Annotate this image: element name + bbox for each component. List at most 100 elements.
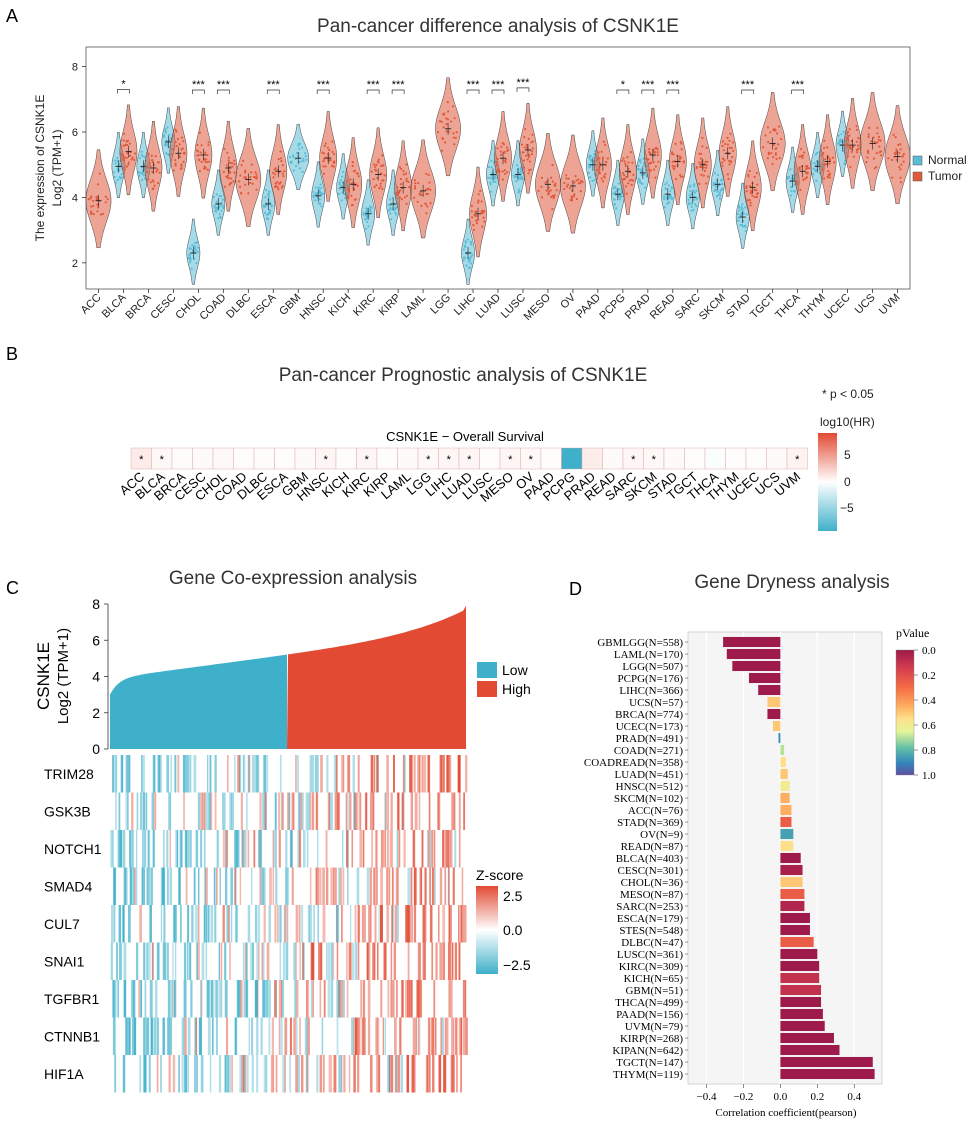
coexp-heat-line-gsk3b xyxy=(208,792,211,830)
coexp-heat-line-ctnnb1 xyxy=(170,1017,173,1055)
violin-tumor-lusc-point xyxy=(528,169,531,172)
coexp-ylabel-2: Log2 (TPM+1) xyxy=(55,628,72,724)
violin-tumor-brca-point xyxy=(147,152,150,155)
coexp-heat-line-hif1a xyxy=(306,1055,309,1093)
coexp-heat-line-trim28 xyxy=(386,755,389,793)
violin-normal-blca-point xyxy=(118,163,121,166)
violin-tumor-ov xyxy=(560,134,586,234)
coexp-heat-line-snai1 xyxy=(311,942,314,980)
coexp-heat-line-hif1a xyxy=(244,1055,247,1093)
coexp-heat-line-smad4 xyxy=(429,867,432,905)
violin-normal-skcm-point xyxy=(718,197,722,200)
violin-normal-prad-point xyxy=(642,157,645,160)
violin-xtick-label: TGCT xyxy=(748,291,778,321)
violin-normal-cesc-point xyxy=(167,133,171,136)
coexp-heat-line-smad4 xyxy=(134,867,136,905)
coexp-heat-line-cul7 xyxy=(336,905,340,943)
violin-tumor-esca-point xyxy=(274,185,277,188)
violin-tumor-ucec-point xyxy=(848,128,851,131)
violin-tumor-meso-point xyxy=(551,207,554,211)
coexp-heat-line-snai1 xyxy=(282,942,285,980)
violin-normal-pcpg-point xyxy=(613,198,616,201)
coexp-heat-line-gsk3b xyxy=(301,792,304,830)
coexp-heat-line-smad4 xyxy=(369,867,373,905)
violin-normal-paad-point xyxy=(593,178,596,182)
violin-tumor-hnsc-point xyxy=(332,165,335,168)
coexp-heat-line-ctnnb1 xyxy=(184,1017,187,1055)
violin-tumor-ov-point xyxy=(565,174,568,177)
survival-x-labels: ACCBLCABRCACESCCHOLCOADDLBCESCAGBMHNSCKI… xyxy=(117,469,804,505)
coexp-heat-line-smad4 xyxy=(391,867,394,905)
coexp-heat-line-notch1 xyxy=(427,830,431,868)
violin-tumor-esca-point xyxy=(279,150,282,153)
survival-legend-tick-pos: 5 xyxy=(844,448,851,462)
sig-label-pcpg: * xyxy=(621,79,626,91)
coexp-heat-line-gsk3b xyxy=(437,792,440,830)
panel-d-letter: D xyxy=(569,579,582,599)
coexp-heat-line-hif1a xyxy=(348,1055,351,1093)
violin-tumor-lgg-point xyxy=(446,100,449,104)
violin-normal-stad-point xyxy=(740,205,743,208)
coexp-heat-line-notch1 xyxy=(187,830,191,868)
violin-xtick-label: PCPG xyxy=(597,292,628,323)
violin-tumor-esca-point xyxy=(274,182,277,185)
violin-normal-lihc-point xyxy=(464,241,467,244)
survival-cell-esca xyxy=(274,447,296,470)
violin-tumor-skcm-point xyxy=(728,146,731,149)
violin-tumor-ov-point xyxy=(573,194,576,198)
pvalue-tick-label: 0.0 xyxy=(922,645,936,657)
coexp-heat-line-hif1a xyxy=(319,1055,323,1093)
coexp-heat-line-gsk3b xyxy=(453,792,456,830)
violin-normal-skcm-point xyxy=(719,189,722,192)
coexp-ytick-label: 0 xyxy=(92,741,100,757)
violin-tumor-stad-point xyxy=(745,190,748,193)
coexp-heat-line-notch1 xyxy=(169,830,171,868)
coexp-heat-line-hif1a xyxy=(256,1055,259,1093)
dryness-bar-hnsc xyxy=(780,780,790,792)
violin-tumor-prad-point xyxy=(648,168,651,171)
violin-tumor-kich-point xyxy=(354,198,357,201)
dryness-label: THYM(N=119) xyxy=(613,1069,683,1081)
violin-tumor-meso-point xyxy=(549,189,552,192)
violin-tumor-ucs-point xyxy=(872,157,876,160)
violin-tumor-dlbc xyxy=(235,128,262,227)
violin-tumor-thym-point xyxy=(821,153,824,156)
violin-normal-kich-point xyxy=(339,187,342,190)
violin-tumor-paad-point xyxy=(604,143,607,147)
violin-normal-kirc xyxy=(361,179,375,246)
coexp-heat-line-snai1 xyxy=(251,942,255,980)
coexp-heat-line-smad4 xyxy=(395,867,398,905)
violin-tumor-laml-point xyxy=(413,187,417,190)
violin-tumor-skcm-point xyxy=(726,136,729,139)
coexp-heat-line-notch1 xyxy=(346,830,349,868)
violin-tumor-pcpg-point xyxy=(632,173,635,176)
violin-tumor-paad-point xyxy=(603,176,606,179)
violin-tumor-dlbc-point xyxy=(254,171,257,174)
coexp-heat-line-notch1 xyxy=(325,830,328,868)
coexp-heat-line-hif1a xyxy=(450,1055,454,1093)
coexp-heat-line-notch1 xyxy=(384,830,387,868)
violin-normal-coad-point xyxy=(218,213,221,216)
violin-tumor-acc-point xyxy=(101,212,105,216)
coexp-heat-line-snai1 xyxy=(250,942,252,980)
violin-tumor-tgct-point xyxy=(775,132,779,135)
coexp-heat-line-snai1 xyxy=(123,942,127,980)
violin-tumor-brca-point xyxy=(158,171,161,174)
violin-normal-hnsc-point xyxy=(318,198,321,201)
violin-tumor-esca-point xyxy=(281,164,284,167)
violin-normal-brca-point xyxy=(143,155,147,158)
violin-tumor-thym-point xyxy=(828,158,831,161)
violin-normal-chol-point xyxy=(188,253,191,257)
violin-normal-thym-point xyxy=(815,151,819,155)
violin-tumor-kirc xyxy=(369,127,387,218)
coexp-heat-line-gsk3b xyxy=(428,792,431,830)
coexp-heat-line-cul7 xyxy=(354,905,357,943)
coexp-heat-line-hif1a xyxy=(428,1055,431,1093)
violin-tumor-pcpg-point xyxy=(627,182,630,185)
dryness-bar-thym xyxy=(780,1068,875,1080)
dryness-bar-thca xyxy=(780,996,822,1008)
violin-tumor-chol-point xyxy=(207,144,210,147)
coexp-heat-line-cul7 xyxy=(397,905,399,943)
violin-tumor-ov-point xyxy=(563,187,566,191)
violin-tumor-uvm-point xyxy=(898,151,901,155)
